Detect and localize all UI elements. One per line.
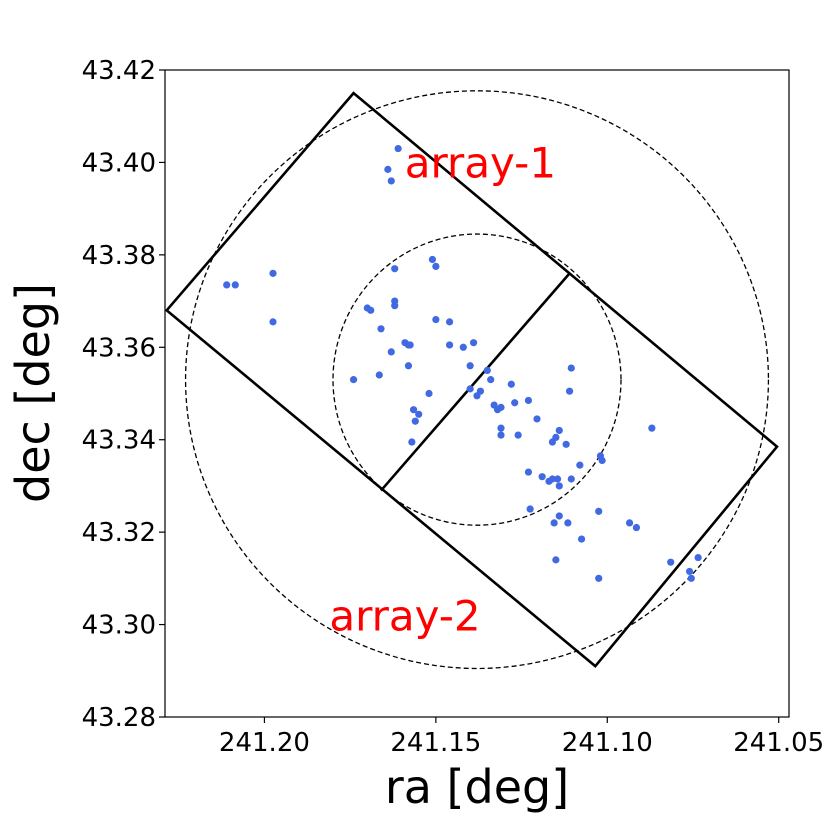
data-point xyxy=(391,302,399,310)
data-point xyxy=(552,556,560,564)
y-tick-label: 43.30 xyxy=(82,611,156,641)
data-point xyxy=(577,535,586,543)
data-point xyxy=(497,424,505,432)
data-point xyxy=(550,519,558,527)
data-point xyxy=(409,406,418,414)
array-divider-line xyxy=(380,272,571,492)
data-point xyxy=(567,364,575,372)
data-point xyxy=(384,165,392,173)
data-point xyxy=(598,456,606,465)
data-point xyxy=(406,341,414,349)
data-point xyxy=(367,306,375,314)
annotation-array-2: array-2 xyxy=(329,591,480,640)
y-tick-label: 43.34 xyxy=(82,426,156,456)
data-point xyxy=(625,519,634,527)
data-point xyxy=(687,574,695,582)
x-tick-label: 241.10 xyxy=(562,728,653,758)
data-point xyxy=(685,567,694,576)
data-point xyxy=(387,348,395,356)
data-point xyxy=(493,406,502,414)
data-point xyxy=(548,438,557,446)
data-point xyxy=(415,410,423,418)
data-point xyxy=(425,389,433,398)
data-point xyxy=(555,482,563,490)
data-point xyxy=(466,385,474,393)
data-point xyxy=(377,325,385,333)
data-point xyxy=(565,387,574,395)
data-point xyxy=(632,523,641,532)
data-point xyxy=(595,574,603,582)
data-point xyxy=(497,431,505,439)
outer-dashed-circle xyxy=(184,90,770,670)
data-point xyxy=(694,553,702,562)
data-point xyxy=(445,341,454,349)
data-point xyxy=(269,269,277,277)
data-point xyxy=(473,392,481,400)
data-point xyxy=(562,440,570,448)
data-point xyxy=(432,315,440,324)
data-point xyxy=(507,380,515,388)
chart-marks: array-1 array-2 xyxy=(164,90,779,670)
x-tick-label: 241.20 xyxy=(219,728,310,758)
data-point xyxy=(466,362,474,370)
data-point xyxy=(526,505,534,513)
data-point xyxy=(555,426,563,435)
data-point xyxy=(538,473,546,481)
data-point xyxy=(524,468,533,476)
y-tick-label: 43.36 xyxy=(82,333,156,363)
data-point xyxy=(375,371,383,379)
y-tick-label: 43.38 xyxy=(82,241,156,271)
data-point xyxy=(567,475,575,483)
data-point xyxy=(349,376,358,384)
data-point xyxy=(411,417,419,425)
data-point xyxy=(576,461,584,469)
plot-frame xyxy=(164,69,790,718)
y-axis-label: dec [deg] xyxy=(6,283,60,503)
data-point xyxy=(514,431,522,439)
data-point xyxy=(231,281,239,289)
x-axis-label: ra [deg] xyxy=(385,760,569,814)
data-point xyxy=(553,475,562,483)
y-tick-label: 43.28 xyxy=(82,703,156,733)
data-point xyxy=(394,144,402,153)
data-point xyxy=(387,177,395,185)
data-point xyxy=(469,339,478,347)
data-point xyxy=(269,318,277,326)
data-point xyxy=(408,438,416,446)
data-point xyxy=(595,507,603,515)
y-tick-label: 43.42 xyxy=(82,56,156,86)
x-tick-label: 241.05 xyxy=(733,728,824,758)
axis-ticks: 241.20 241.15 241.10 241.05 43.28 43.30 43.32 4… xyxy=(82,56,825,758)
data-point xyxy=(223,281,231,289)
data-point xyxy=(459,343,467,351)
data-point xyxy=(555,512,563,520)
data-point xyxy=(483,366,491,374)
data-point xyxy=(432,262,440,271)
data-point xyxy=(428,255,437,264)
data-point xyxy=(445,318,454,326)
inner-dashed-circle xyxy=(332,233,622,526)
data-point xyxy=(404,362,413,370)
data-point xyxy=(667,558,675,566)
data-point xyxy=(545,477,553,485)
data-point xyxy=(391,265,399,273)
data-point xyxy=(487,376,495,384)
data-point xyxy=(524,396,533,405)
data-point xyxy=(511,399,519,407)
array-footprint-outline xyxy=(164,91,779,668)
data-point xyxy=(564,519,572,527)
annotation-array-1: array-1 xyxy=(405,138,556,187)
x-tick-label: 241.15 xyxy=(390,728,481,758)
y-tick-label: 43.32 xyxy=(82,518,156,548)
data-point xyxy=(648,424,656,432)
y-tick-label: 43.40 xyxy=(82,148,156,178)
data-point xyxy=(533,415,541,423)
